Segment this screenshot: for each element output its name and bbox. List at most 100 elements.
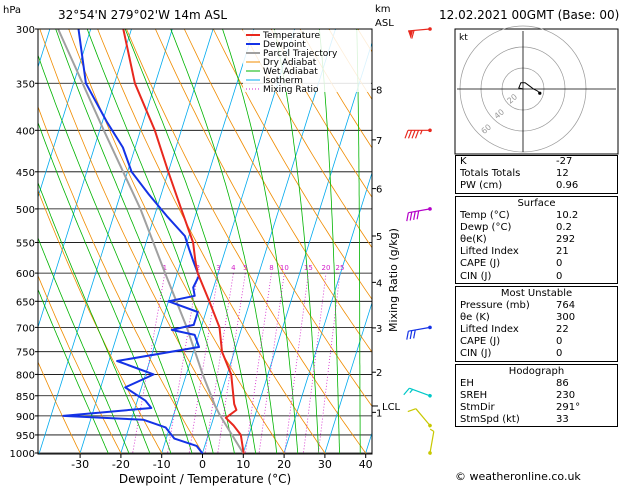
wet-adiabat-line xyxy=(38,236,130,454)
height-tick-label: 2 xyxy=(376,368,382,379)
indices-panel: K -27 Totals Totals 12 PW (cm) 0.96 Surface T… xyxy=(455,155,618,429)
isotherm-line xyxy=(38,29,173,454)
dry-adiabat-line xyxy=(38,274,122,454)
height-tick-label: 4 xyxy=(376,278,382,289)
legend-temperature: Temperature xyxy=(262,31,320,41)
temperature-tick-label: 0 xyxy=(199,458,206,471)
hodograph-storm-marker xyxy=(538,91,542,95)
index-surface-value: 0 xyxy=(556,258,563,270)
dry-adiabat-line xyxy=(38,189,163,454)
dry-adiabat-line xyxy=(38,105,204,454)
mixing-ratio-label: 15 xyxy=(304,264,313,272)
index-unstable-row: CIN (J) 0 xyxy=(456,348,617,360)
height-tick-label: 7 xyxy=(376,136,382,147)
pressure-tick-label: 800 xyxy=(16,370,35,381)
index-surface-row: θe(K) 292 xyxy=(456,234,617,246)
index-hodograph-value: 86 xyxy=(556,377,569,389)
wind-barb xyxy=(403,387,432,398)
height-tick-label: 3 xyxy=(376,324,382,335)
index-basic-row: Totals Totals 12 xyxy=(456,168,617,180)
index-surface-label: CIN (J) xyxy=(460,270,492,282)
wet-adiabat-line xyxy=(38,181,151,454)
hodograph-kt-label: kt xyxy=(459,33,468,43)
pressure-tick-label: 300 xyxy=(16,25,35,36)
wet-adiabat-line xyxy=(356,29,361,454)
mixing-ratio-line xyxy=(166,273,199,454)
temperature-tick-label: 20 xyxy=(277,458,291,471)
mixing-ratio-line xyxy=(302,273,327,454)
mixing-ratio-axis-label: Mixing Ratio (g/kg) xyxy=(387,228,400,332)
wet-adiabat-line xyxy=(38,53,193,454)
mixing-ratio-label: 20 xyxy=(322,264,331,272)
most-unstable-title: Most Unstable xyxy=(500,287,573,299)
pressure-tick-label: 450 xyxy=(16,168,35,179)
dry-adiabat-line xyxy=(270,29,372,198)
dry-adiabat-line xyxy=(68,29,286,454)
isotherm-line xyxy=(283,171,372,454)
index-hodograph-label: StmDir xyxy=(460,402,495,413)
index-basic-row: PW (cm) 0.96 xyxy=(456,180,617,192)
index-unstable-label: CIN (J) xyxy=(460,348,492,360)
mixing-ratio-label: 2 xyxy=(196,264,200,272)
index-hodograph-row: SREH 230 xyxy=(456,390,617,402)
dry-adiabat-line xyxy=(241,29,372,249)
index-unstable-value: 764 xyxy=(556,299,576,311)
index-basic-label: Totals Totals xyxy=(460,168,521,180)
mixing-ratio-line xyxy=(244,273,272,454)
temperature-tick-label: 40 xyxy=(359,458,373,471)
index-unstable-value: 22 xyxy=(556,324,569,336)
footer-credit: © weatheronline.co.uk xyxy=(455,470,581,483)
hodograph-frame xyxy=(454,28,619,155)
dry-adiabat-line xyxy=(97,29,327,454)
isotherm-line xyxy=(38,29,92,199)
index-unstable-value: 300 xyxy=(556,311,576,323)
index-hodograph-row: StmSpd (kt) 33 xyxy=(456,414,617,426)
mixing-ratio-label: 25 xyxy=(336,264,345,272)
isotherm-line xyxy=(79,29,214,454)
index-unstable-value: 0 xyxy=(556,348,563,360)
temperature-tick-label: 10 xyxy=(236,458,250,471)
isotherm-line xyxy=(120,29,255,454)
index-basic-label: PW (cm) xyxy=(460,180,503,192)
temperature-tick-label: -10 xyxy=(153,458,171,471)
wet-adiabat-line xyxy=(38,288,109,454)
hodograph-trace xyxy=(518,82,541,94)
wet-adiabat-line xyxy=(170,29,278,454)
mixing-ratio-label: 8 xyxy=(269,264,273,272)
index-basic-value: 0.96 xyxy=(556,180,579,192)
pressure-tick-label: 700 xyxy=(16,323,35,334)
height-tick-label: 1 xyxy=(376,408,382,419)
index-unstable-row: Pressure (mb) 764 xyxy=(456,300,617,312)
mixing-ratio-line xyxy=(204,273,234,454)
legend-dry-adiabat: Dry Adiabat xyxy=(263,58,317,68)
location-title: 32°54'N 279°02'W 14m ASL xyxy=(58,8,227,22)
index-surface-label: CAPE (J) xyxy=(460,258,501,270)
temperature-tick-label: -30 xyxy=(71,458,89,471)
mixing-ratio-line xyxy=(258,273,285,454)
dry-adiabat-line xyxy=(126,29,367,454)
mixing-ratio-label: 1 xyxy=(163,264,167,272)
index-surface-value: 10.2 xyxy=(556,209,579,221)
index-hodograph-label: SREH xyxy=(460,389,488,401)
index-basic-row: K -27 xyxy=(456,156,617,168)
wet-adiabat-line xyxy=(273,29,320,454)
index-surface-row: CAPE (J) 0 xyxy=(456,258,617,270)
indices-basic: K -27 Totals Totals 12 PW (cm) 0.96 xyxy=(455,155,618,194)
index-hodograph-label: EH xyxy=(460,377,474,389)
index-surface-row: Dewp (°C) 0.2 xyxy=(456,222,617,234)
isotherm-line xyxy=(324,301,372,454)
dry-adiabat-line xyxy=(38,361,82,454)
wind-barb xyxy=(406,207,432,222)
indices-most-unstable: Most Unstable Pressure (mb) 764 θe (K) 300 L… xyxy=(455,285,618,362)
index-unstable-row: θe (K) 300 xyxy=(456,312,617,324)
height-tick-label: 8 xyxy=(376,85,382,96)
mixing-ratio-line xyxy=(317,273,341,454)
dewpoint-line xyxy=(62,29,204,454)
mixing-ratio-label: 4 xyxy=(231,264,236,272)
temperature-line xyxy=(122,29,245,454)
index-unstable-row: CAPE (J) 0 xyxy=(456,336,617,348)
temperature-tick-label: -20 xyxy=(112,458,130,471)
legend-isotherm: Isotherm xyxy=(263,76,303,86)
